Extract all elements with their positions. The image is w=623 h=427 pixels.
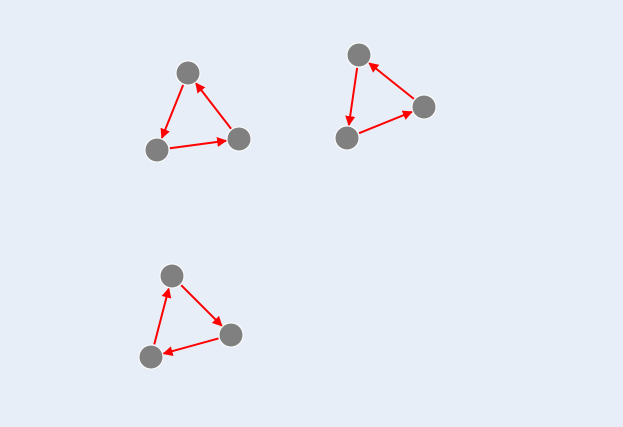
edge-a3-a1 bbox=[195, 82, 232, 130]
edge-a2-a3 bbox=[169, 136, 228, 150]
edge-b3-b1 bbox=[368, 62, 415, 100]
node-a1[interactable] bbox=[175, 60, 201, 86]
edge-b2-b3 bbox=[358, 110, 413, 135]
node-a3[interactable] bbox=[226, 126, 252, 152]
nodes-layer bbox=[138, 42, 437, 370]
edge-b1-b2 bbox=[345, 67, 359, 127]
node-c3[interactable] bbox=[138, 344, 164, 370]
edge-a1-a2 bbox=[160, 84, 185, 139]
edge-c2-c3 bbox=[162, 337, 219, 356]
edges-layer bbox=[153, 62, 415, 356]
node-c2[interactable] bbox=[218, 322, 244, 348]
node-b1[interactable] bbox=[346, 42, 372, 68]
node-a2[interactable] bbox=[144, 137, 170, 163]
node-c1[interactable] bbox=[159, 263, 185, 289]
node-b2[interactable] bbox=[334, 125, 360, 151]
node-b3[interactable] bbox=[411, 94, 437, 120]
edge-c3-c1 bbox=[153, 287, 172, 345]
edge-c1-c2 bbox=[180, 284, 223, 327]
